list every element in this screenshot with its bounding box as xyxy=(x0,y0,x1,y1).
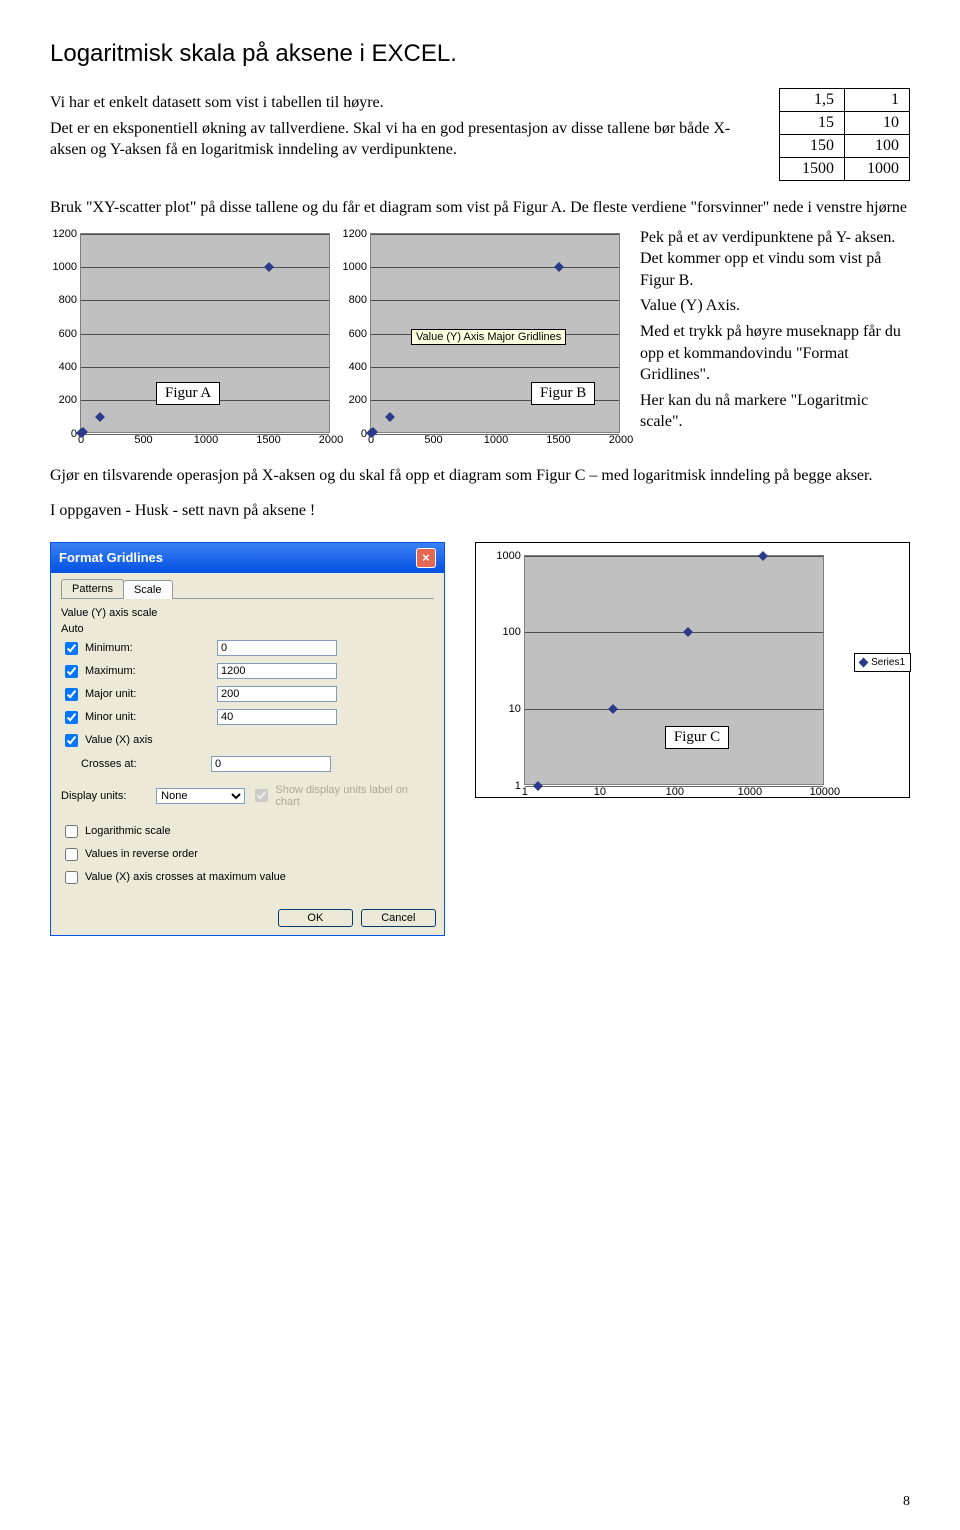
legend-label: Series1 xyxy=(871,657,905,668)
row-minimum: Minimum: xyxy=(61,639,434,658)
checkbox-log-scale[interactable] xyxy=(65,825,78,838)
row-maximum: Maximum: xyxy=(61,662,434,681)
right-p3: Med et trykk på høyre museknapp får du o… xyxy=(640,321,910,386)
intro-section: Vi har et enkelt datasett som vist i tab… xyxy=(50,88,910,181)
input-crosses[interactable] xyxy=(211,756,331,772)
row-crosses: Value (X) axis Crosses at: xyxy=(61,731,434,772)
checkbox-minor[interactable] xyxy=(65,711,78,724)
checkbox-maximum[interactable] xyxy=(65,665,78,678)
label-minimum: Minimum: xyxy=(85,642,133,654)
input-minor[interactable] xyxy=(217,709,337,725)
close-icon[interactable]: × xyxy=(416,548,436,568)
checkbox-reverse[interactable] xyxy=(65,848,78,861)
row-display-units: Display units: None Show display units l… xyxy=(61,784,434,808)
intro-p1: Vi har et enkelt datasett som vist i tab… xyxy=(50,92,739,114)
label-major: Major unit: xyxy=(85,688,136,700)
data-table: 1,51 1510 150100 15001000 xyxy=(779,88,910,181)
checkbox-crosses-max[interactable] xyxy=(65,871,78,884)
legend-marker-icon xyxy=(859,657,869,667)
label-crosses-max: Value (X) axis crosses at maximum value xyxy=(85,871,286,883)
page-title: Logaritmisk skala på aksene i EXCEL. xyxy=(50,40,910,68)
input-minimum[interactable] xyxy=(217,640,337,656)
tab-scale[interactable]: Scale xyxy=(123,580,173,599)
figure-b: 0200400600800100012000500100015002000Fig… xyxy=(340,233,620,451)
label-show-label: Show display units label on chart xyxy=(275,784,434,808)
label-display-units: Display units: xyxy=(61,790,150,802)
table-cell: 1,5 xyxy=(780,89,845,112)
checkbox-crosses[interactable] xyxy=(65,734,78,747)
para2: Bruk "XY-scatter plot" på disse tallene … xyxy=(50,197,910,219)
row-minor: Minor unit: xyxy=(61,708,434,727)
tab-patterns[interactable]: Patterns xyxy=(61,579,124,598)
right-p4: Her kan du nå markere "Logaritmic scale"… xyxy=(640,390,910,433)
row-major: Major unit: xyxy=(61,685,434,704)
table-cell: 1500 xyxy=(780,158,845,181)
ok-button[interactable]: OK xyxy=(278,909,353,927)
intro-p2: Det er en eksponentiell økning av tallve… xyxy=(50,118,739,161)
figure-c: 1101001000110100100010000Figur C xyxy=(524,555,824,785)
figure-a: 0200400600800100012000500100015002000Fig… xyxy=(50,233,330,451)
checkbox-minimum[interactable] xyxy=(65,642,78,655)
para3: Gjør en tilsvarende operasjon på X-aksen… xyxy=(50,465,910,487)
dialog-title-text: Format Gridlines xyxy=(59,550,163,565)
label-crosses: Value (X) axis xyxy=(85,734,153,746)
table-cell: 100 xyxy=(845,135,910,158)
checkbox-show-label xyxy=(255,789,268,802)
dialog-heading: Value (Y) axis scale xyxy=(61,607,434,619)
table-cell: 15 xyxy=(780,112,845,135)
label-minor: Minor unit: xyxy=(85,711,136,723)
label-log-scale: Logarithmic scale xyxy=(85,825,171,837)
label-reverse: Values in reverse order xyxy=(85,848,198,860)
checkbox-major[interactable] xyxy=(65,688,78,701)
input-maximum[interactable] xyxy=(217,663,337,679)
para4: I oppgaven - Husk - sett navn på aksene … xyxy=(50,500,910,522)
table-cell: 150 xyxy=(780,135,845,158)
dialog-titlebar: Format Gridlines × xyxy=(51,543,444,573)
format-gridlines-dialog: Format Gridlines × Patterns Scale Value … xyxy=(50,542,445,936)
label-maximum: Maximum: xyxy=(85,665,136,677)
right-p1: Pek på et av verdipunktene på Y- aksen. … xyxy=(640,227,910,292)
select-display-units[interactable]: None xyxy=(156,788,245,804)
right-p2: Value (Y) Axis. xyxy=(640,295,910,317)
table-cell: 1 xyxy=(845,89,910,112)
legend: Series1 xyxy=(854,653,911,672)
label-crosses-at: Crosses at: xyxy=(81,758,205,770)
cancel-button[interactable]: Cancel xyxy=(361,909,436,927)
table-cell: 10 xyxy=(845,112,910,135)
auto-label: Auto xyxy=(61,623,434,635)
figure-c-container: 1101001000110100100010000Figur C Series1 xyxy=(475,542,910,798)
dialog-tabs: Patterns Scale xyxy=(61,579,434,599)
input-major[interactable] xyxy=(217,686,337,702)
table-cell: 1000 xyxy=(845,158,910,181)
page-number: 8 xyxy=(903,1494,910,1510)
